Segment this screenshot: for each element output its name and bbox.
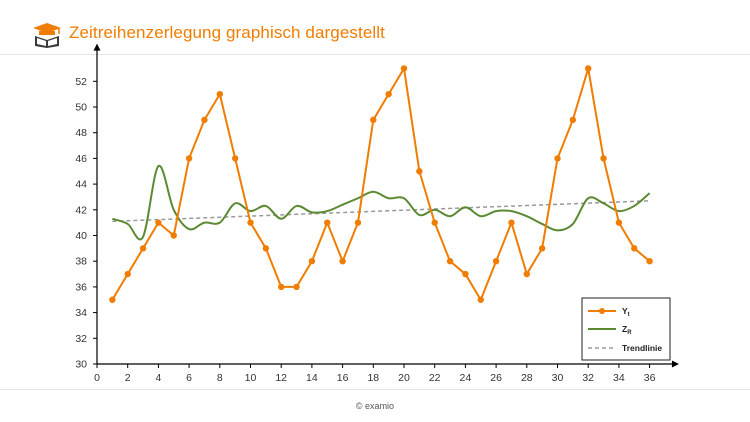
yt-data-point <box>492 258 500 265</box>
yt-data-point <box>400 65 408 72</box>
y-tick-label: 42 <box>75 204 87 216</box>
chart-series <box>109 65 653 303</box>
yt-data-point <box>324 219 331 226</box>
yt-data-point <box>293 283 300 291</box>
yt-data-point <box>109 296 116 303</box>
yt-data-point <box>600 155 607 162</box>
y-tick-label: 30 <box>75 359 87 371</box>
yt-data-point <box>446 258 454 265</box>
chart-axes: 0 2 4 6 8 10 12 14 16 18 20 22 24 26 28 30 32 34 363032343… <box>75 43 679 384</box>
page-header: Zeitreihenzerlegung graphisch dargestell… <box>0 0 750 55</box>
x-tick-label: 20 <box>398 372 410 384</box>
x-tick-label: 4 <box>155 372 161 384</box>
page-title: Zeitreihenzerlegung graphisch dargestell… <box>69 23 385 42</box>
yt-data-point <box>262 245 270 252</box>
yt-data-point <box>124 270 131 278</box>
yt-data-point <box>431 219 438 226</box>
yt-data-point <box>538 245 546 252</box>
legend-label-zr: ZR <box>622 324 632 336</box>
x-tick-label: 6 <box>186 372 192 384</box>
y-tick-label: 40 <box>75 230 87 242</box>
legend-label-subscript: R <box>627 330 632 336</box>
y-tick-label: 52 <box>75 76 87 88</box>
x-tick-label: 12 <box>275 372 287 384</box>
x-tick-label: 28 <box>521 372 533 384</box>
copyright-text: © examio <box>355 401 395 411</box>
x-axis-arrow <box>671 360 679 368</box>
yt-data-point <box>139 245 147 252</box>
yt-series-line <box>111 67 651 301</box>
yt-data-point <box>416 168 423 175</box>
y-tick-label: 44 <box>75 179 87 191</box>
trendline-series <box>112 200 650 223</box>
legend-label-subscript: t <box>628 312 630 318</box>
x-tick-label: 34 <box>613 372 625 384</box>
yt-data-point <box>477 296 484 303</box>
x-tick-label: 36 <box>644 372 656 384</box>
legend-label-trend: Trendlinie <box>622 343 662 353</box>
y-tick-label: 46 <box>75 153 87 165</box>
x-tick-label: 8 <box>217 372 223 384</box>
y-tick-label: 48 <box>75 127 87 139</box>
yt-data-point <box>278 283 285 291</box>
zr-series-line <box>112 165 651 241</box>
x-tick-label: 26 <box>490 372 502 384</box>
book-with-graduation-cap-icon <box>33 23 61 48</box>
yt-data-point <box>370 116 377 124</box>
yt-data-point <box>462 270 469 278</box>
yt-data-point <box>308 258 316 265</box>
x-tick-label: 14 <box>306 372 318 384</box>
yt-data-point <box>231 155 239 162</box>
yt-data-point <box>155 219 162 226</box>
legend-label-yt: Yt <box>622 306 630 318</box>
x-tick-label: 2 <box>125 372 131 384</box>
x-tick-label: 22 <box>429 372 441 384</box>
chart-legend: Yt ZR Trendlinie <box>581 297 671 361</box>
y-tick-label: 34 <box>75 307 87 319</box>
yt-data-point <box>585 65 592 72</box>
x-tick-label: 10 <box>245 372 257 384</box>
x-tick-label: 24 <box>460 372 472 384</box>
yt-data-point <box>554 155 561 162</box>
yt-data-point <box>646 258 653 265</box>
yt-data-point <box>569 116 577 124</box>
x-tick-label: 16 <box>337 372 349 384</box>
footer-divider <box>0 389 750 390</box>
x-tick-label: 0 <box>94 372 100 384</box>
x-tick-label: 30 <box>552 372 564 384</box>
yt-data-point <box>354 219 362 226</box>
yt-data-point <box>185 155 193 162</box>
yt-data-point <box>216 90 223 98</box>
yt-data-point <box>523 270 530 278</box>
yt-data-point <box>385 90 392 98</box>
yt-data-point <box>615 219 623 226</box>
yt-data-point <box>508 219 515 226</box>
y-tick-label: 50 <box>75 102 87 114</box>
yt-data-point <box>631 245 638 252</box>
y-axis-arrow <box>93 43 101 51</box>
yt-data-point <box>247 219 254 226</box>
yt-data-point <box>339 258 346 265</box>
x-tick-label: 18 <box>367 372 379 384</box>
y-tick-label: 38 <box>75 256 87 268</box>
yt-data-point <box>170 232 177 239</box>
y-tick-label: 32 <box>75 333 87 345</box>
yt-data-point <box>201 116 208 124</box>
legend-marker-yt <box>599 308 605 314</box>
y-tick-label: 36 <box>75 281 87 293</box>
x-tick-label: 32 <box>582 372 594 384</box>
